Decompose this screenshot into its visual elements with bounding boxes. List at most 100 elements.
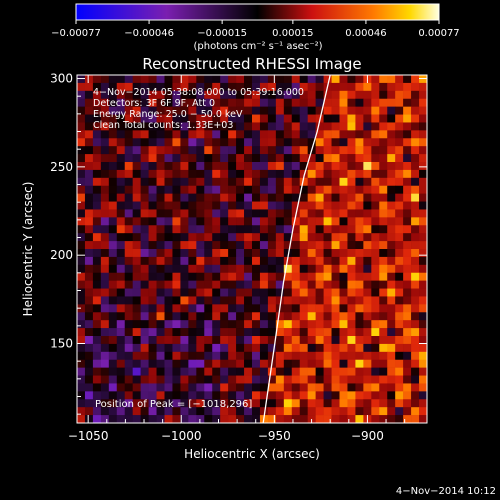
heatmap-cell <box>387 162 396 171</box>
heatmap-cell <box>267 304 277 313</box>
heatmap-cell <box>395 359 404 368</box>
heatmap-cell <box>299 296 308 305</box>
heatmap-cell <box>140 249 149 258</box>
heatmap-cell <box>172 288 181 297</box>
heatmap-cell <box>92 154 102 163</box>
heatmap-cell <box>252 359 261 368</box>
heatmap-cell <box>196 154 205 163</box>
heatmap-cell <box>164 288 173 297</box>
heatmap-cell <box>77 217 86 226</box>
heatmap-cell <box>252 367 261 376</box>
heatmap-cell <box>108 106 118 115</box>
heatmap-cell <box>84 138 94 147</box>
heatmap-cell <box>259 296 269 305</box>
heatmap-cell <box>156 185 165 194</box>
heatmap-cell <box>387 177 396 187</box>
heatmap-cell <box>116 75 126 84</box>
heatmap-cell <box>148 130 157 139</box>
heatmap-cell <box>387 272 396 281</box>
heatmap-cell <box>339 296 348 305</box>
heatmap-cell <box>363 375 372 384</box>
heatmap-cell <box>172 138 181 147</box>
heatmap-cell <box>323 288 332 297</box>
heatmap-cell <box>92 312 102 321</box>
heatmap-cell <box>291 296 301 305</box>
heatmap-cell <box>92 256 102 266</box>
heatmap-cell <box>331 336 340 345</box>
heatmap-cell <box>252 375 261 384</box>
heatmap-cell <box>77 304 86 313</box>
heatmap-cell <box>379 367 388 376</box>
heatmap-cell <box>132 415 141 423</box>
heatmap-cell <box>124 288 133 297</box>
heatmap-cell <box>140 399 149 408</box>
heatmap-cell <box>204 130 213 139</box>
heatmap-cell <box>307 391 316 400</box>
heatmap-cell <box>411 177 420 187</box>
heatmap-cell <box>244 280 253 289</box>
heatmap-cell <box>339 415 348 423</box>
heatmap-cell <box>363 193 372 202</box>
heatmap-cell <box>204 185 213 194</box>
heatmap-cell <box>323 328 332 337</box>
heatmap-cell <box>395 328 404 337</box>
heatmap-cell <box>77 154 86 163</box>
heatmap-cell <box>244 415 253 423</box>
heatmap-cell <box>387 391 396 400</box>
heatmap-cell <box>339 233 348 242</box>
heatmap-cell <box>108 249 118 258</box>
heatmap-cell <box>299 233 308 242</box>
heatmap-cell <box>323 249 332 258</box>
heatmap-cell <box>108 138 118 147</box>
heatmap-cell <box>124 154 133 163</box>
heatmap-cell <box>339 98 348 107</box>
heatmap-cell <box>124 312 133 321</box>
heatmap-cell <box>244 351 253 361</box>
heatmap-cell <box>124 106 133 115</box>
heatmap-cell <box>204 312 213 321</box>
heatmap-cell <box>275 264 285 274</box>
heatmap-cell <box>411 359 420 368</box>
heatmap-cell <box>236 343 245 353</box>
heatmap-cell <box>244 304 253 313</box>
heatmap-cell <box>156 249 165 258</box>
heatmap-cell <box>371 130 380 139</box>
colorbar-tick-label: 0.00077 <box>418 28 459 39</box>
heatmap-cell <box>339 391 348 400</box>
heatmap-cell <box>339 209 348 218</box>
heatmap-cell <box>275 399 285 408</box>
heatmap-cell <box>164 320 173 329</box>
heatmap-cell <box>331 193 340 202</box>
heatmap-cell <box>108 312 118 321</box>
heatmap-cell <box>387 328 396 337</box>
heatmap-cell <box>236 241 245 250</box>
heatmap-cell <box>148 75 157 84</box>
heatmap-cell <box>212 383 221 392</box>
heatmap-cell <box>180 391 189 400</box>
heatmap-cell <box>387 320 396 329</box>
heatmap-cell <box>228 130 237 139</box>
heatmap-cell <box>283 391 293 400</box>
heatmap-cell <box>275 106 285 115</box>
heatmap-cell <box>236 114 245 123</box>
heatmap-cell <box>180 415 189 423</box>
heatmap-cell <box>132 177 141 187</box>
heatmap-cell <box>395 312 404 321</box>
heatmap-cell <box>84 90 94 100</box>
heatmap-cell <box>180 162 189 171</box>
heatmap-cell <box>347 359 356 368</box>
heatmap-cell <box>355 106 364 115</box>
heatmap-cell <box>339 336 348 345</box>
heatmap-cell <box>84 312 94 321</box>
heatmap-cell <box>411 264 420 274</box>
heatmap-cell <box>291 82 301 92</box>
heatmap-cell <box>315 256 324 266</box>
heatmap-cell <box>347 343 356 353</box>
heatmap-cell <box>164 209 173 218</box>
heatmap-cell <box>291 169 301 179</box>
heatmap-cell <box>291 272 301 281</box>
heatmap-cell <box>100 280 110 289</box>
heatmap-cell <box>156 162 165 171</box>
heatmap-cell <box>323 359 332 368</box>
heatmap-cell <box>148 106 157 115</box>
